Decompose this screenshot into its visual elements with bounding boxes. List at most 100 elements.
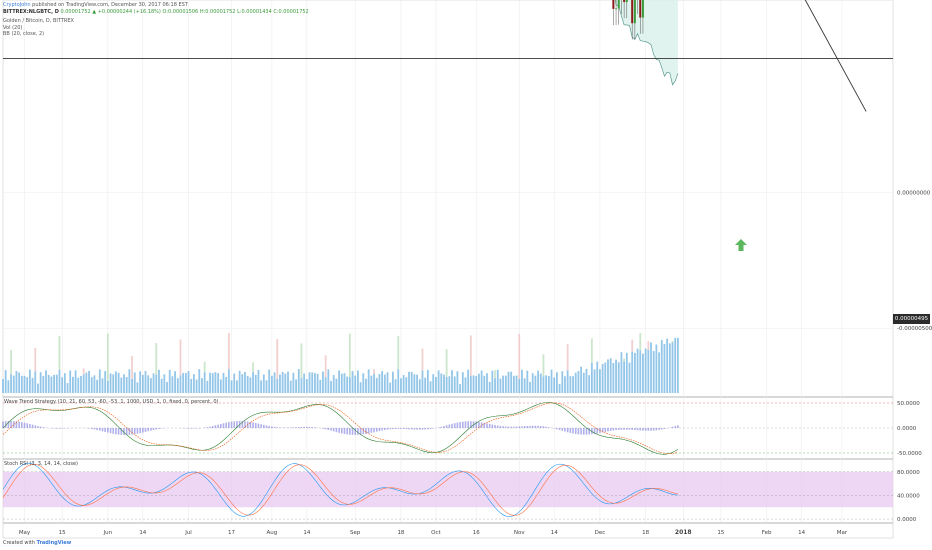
wave-trend-histogram bbox=[529, 425, 531, 428]
volume-bar bbox=[555, 372, 558, 393]
wave-trend-histogram bbox=[488, 423, 491, 428]
wave-trend-tick: -50.0000 bbox=[897, 451, 922, 457]
volume-bar bbox=[82, 374, 85, 393]
volume-bar bbox=[400, 378, 402, 393]
wave-trend-histogram bbox=[410, 428, 413, 430]
volume-bar bbox=[268, 369, 271, 393]
wave-trend-histogram bbox=[306, 426, 308, 428]
volume-bar bbox=[593, 369, 596, 393]
volume-bar bbox=[443, 374, 445, 393]
volume-bar bbox=[61, 377, 64, 393]
volume-bar bbox=[502, 375, 505, 393]
wave-trend-histogram bbox=[214, 425, 217, 428]
volume-bar bbox=[432, 374, 435, 393]
volume-bar bbox=[90, 377, 93, 393]
volume-bar bbox=[171, 376, 174, 393]
volume-bar bbox=[182, 372, 185, 393]
volume-bar bbox=[214, 372, 217, 393]
volume-bar bbox=[98, 369, 101, 393]
wave-trend-histogram bbox=[499, 425, 502, 428]
wave-trend-histogram bbox=[343, 428, 346, 434]
volume-bar bbox=[539, 373, 542, 393]
wave-trend-histogram bbox=[507, 426, 510, 428]
wave-trend-histogram bbox=[128, 428, 131, 435]
volume-bar bbox=[647, 349, 650, 393]
published-text: published on TradingView.com, December 3… bbox=[32, 2, 188, 8]
volume-bar bbox=[141, 374, 144, 393]
wave-trend-histogram bbox=[225, 422, 227, 428]
volume-bar bbox=[187, 371, 190, 393]
wave-trend-histogram bbox=[381, 428, 383, 431]
volume-bar bbox=[203, 372, 206, 393]
wave-trend-histogram bbox=[413, 428, 416, 430]
volume-bar bbox=[472, 375, 475, 393]
volume-bar bbox=[542, 376, 545, 393]
volume-bar bbox=[330, 380, 332, 393]
volume-bar bbox=[453, 376, 456, 393]
wave-trend-histogram bbox=[505, 426, 507, 428]
wave-trend-histogram bbox=[324, 428, 327, 430]
volume-bar bbox=[281, 371, 284, 393]
wave-trend-histogram bbox=[542, 426, 545, 428]
x-tick-label: 17 bbox=[228, 530, 235, 536]
wave-trend-histogram bbox=[297, 427, 300, 428]
volume-bar bbox=[545, 375, 548, 393]
volume-bar bbox=[279, 374, 281, 393]
tradingview-logo[interactable]: TradingView bbox=[36, 540, 72, 546]
wave-trend-histogram bbox=[31, 424, 34, 428]
volume-bar bbox=[2, 379, 4, 393]
volume-bar bbox=[287, 371, 289, 393]
wave-trend-histogram bbox=[346, 428, 348, 435]
wave-trend-histogram bbox=[10, 421, 12, 428]
volume-bar bbox=[230, 380, 233, 393]
volume-bar bbox=[246, 375, 249, 393]
wave-trend-histogram bbox=[534, 425, 537, 428]
x-tick-label: 14 bbox=[303, 530, 310, 536]
volume-bar bbox=[512, 375, 515, 393]
x-tick-label: Feb bbox=[762, 530, 772, 536]
symbol-ohlc-line: BITTREX:NLGBTC, D 0.00001752 ▲ +0.000002… bbox=[3, 9, 309, 15]
wave-trend-tick: 0.0000 bbox=[897, 426, 917, 432]
wave-trend-histogram bbox=[7, 421, 10, 428]
wave-trend-histogram bbox=[193, 428, 195, 429]
wave-trend-histogram bbox=[120, 428, 123, 435]
volume-bar bbox=[416, 374, 418, 393]
wave-trend-histogram bbox=[564, 428, 566, 432]
wave-trend-histogram bbox=[147, 428, 149, 432]
volume-bar bbox=[456, 371, 459, 393]
volume-spike bbox=[494, 370, 496, 379]
volume-bar bbox=[10, 374, 12, 393]
volume-bar bbox=[58, 369, 61, 393]
wave-trend-histogram bbox=[359, 428, 362, 435]
wave-trend-histogram bbox=[254, 422, 257, 428]
volume-bar bbox=[389, 382, 392, 393]
stoch-rsi-label: Stoch RSI (3, 3, 14, 14, close) bbox=[4, 461, 78, 467]
wave-trend-histogram bbox=[125, 428, 128, 436]
volume-bar bbox=[332, 375, 335, 393]
wave-trend-histogram bbox=[626, 428, 628, 430]
wave-trend-histogram bbox=[158, 428, 160, 429]
wave-trend-histogram bbox=[537, 425, 539, 428]
wave-trend-histogram bbox=[397, 428, 400, 429]
wave-trend-histogram bbox=[548, 427, 550, 428]
volume-bar bbox=[547, 375, 550, 393]
volume-bar bbox=[93, 375, 96, 393]
wave-trend-histogram bbox=[300, 426, 303, 428]
volume-bar bbox=[284, 373, 287, 393]
wave-trend-histogram bbox=[631, 428, 633, 430]
volume-bar bbox=[176, 378, 179, 393]
wave-trend-histogram bbox=[639, 428, 642, 431]
x-tick-label: Nov bbox=[514, 530, 525, 536]
wave-trend-histogram bbox=[480, 422, 483, 428]
wave-trend-histogram bbox=[273, 426, 276, 428]
volume-bar bbox=[276, 378, 279, 393]
wave-trend-histogram bbox=[604, 428, 607, 432]
wave-trend-histogram bbox=[558, 428, 561, 430]
volume-bar bbox=[252, 372, 254, 393]
wave-trend-histogram bbox=[523, 426, 526, 428]
x-tick-label: May bbox=[19, 530, 31, 536]
volume-bar bbox=[260, 380, 263, 393]
wave-trend-histogram bbox=[470, 421, 472, 428]
publisher-name[interactable]: CryptoJohn bbox=[3, 2, 31, 8]
volume-bar bbox=[405, 377, 408, 393]
